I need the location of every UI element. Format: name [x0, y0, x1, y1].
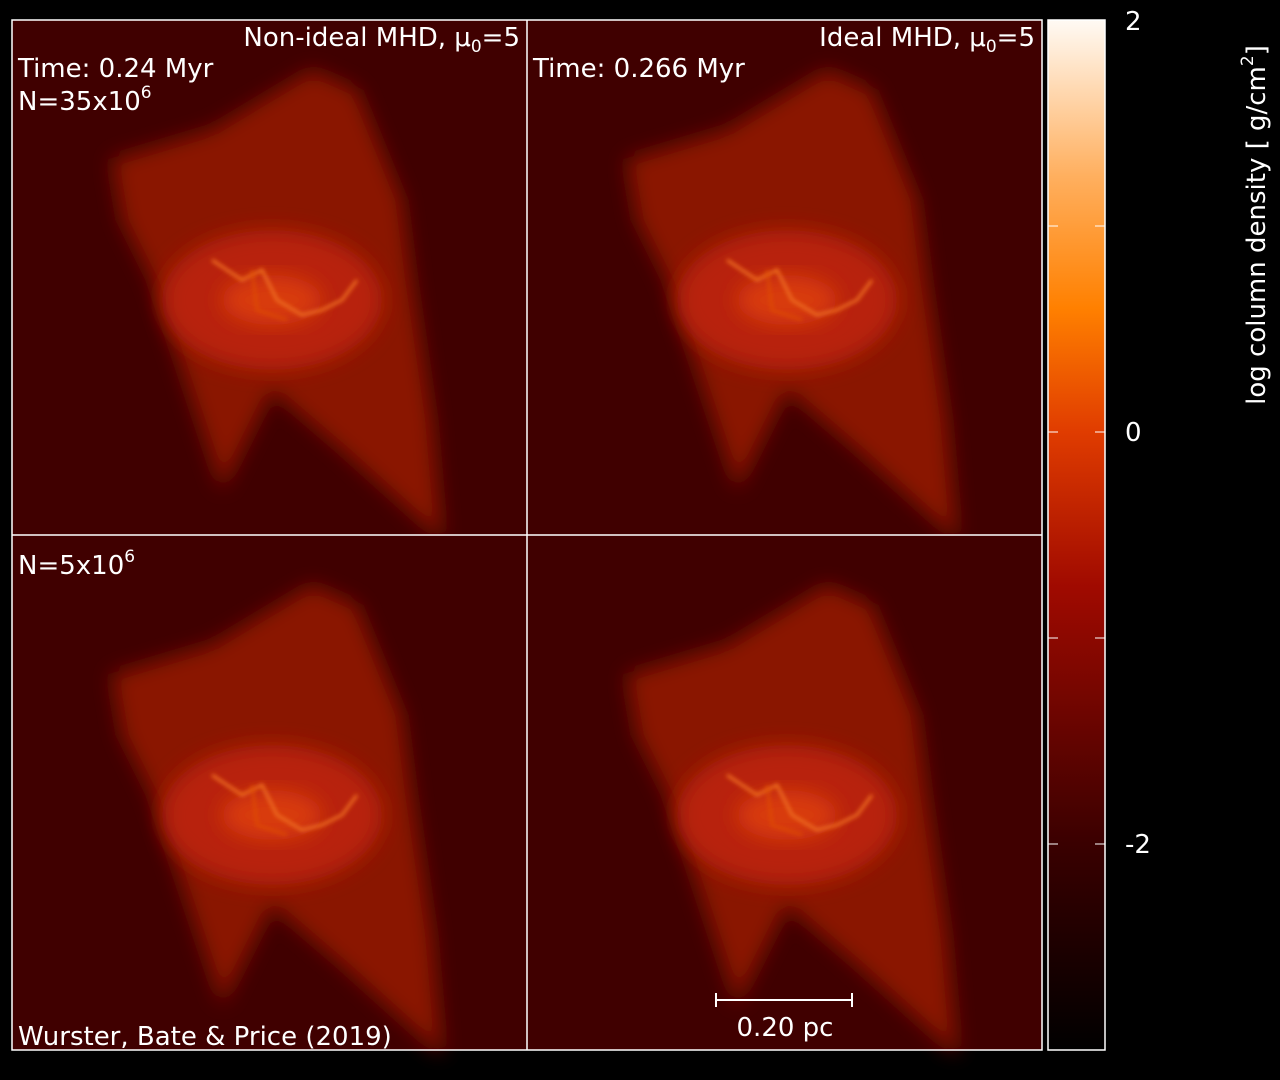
panels: [12, 20, 1042, 1055]
colorbar-tick-label: 0: [1125, 418, 1142, 448]
panel-image: [527, 535, 1042, 1055]
panel-title: Non-ideal MHD, μ0=5: [243, 23, 520, 57]
panel-image: [12, 535, 527, 1055]
credit: Wurster, Bate & Price (2019): [18, 1022, 392, 1052]
panel-title: Ideal MHD, μ0=5: [819, 23, 1035, 57]
colorbar-label: log column density [ g/cm2]: [1238, 45, 1272, 405]
panel-resolution: N=5x106: [18, 547, 135, 581]
panel-time: Time: 0.24 Myr: [17, 54, 214, 84]
panel-time: Time: 0.266 Myr: [532, 54, 745, 84]
colorbar-ticks: 2 0 -2: [1048, 7, 1151, 860]
colorbar-tick-label: 2: [1125, 7, 1142, 37]
scale-label: 0.20 pc: [737, 1013, 834, 1043]
panel-image: [527, 20, 1042, 540]
colorbar: [1047, 19, 1106, 1051]
scale-bar: [715, 993, 853, 1007]
colorbar-tick-label: -2: [1125, 830, 1151, 860]
panel-resolution: N=35x106: [18, 83, 152, 117]
